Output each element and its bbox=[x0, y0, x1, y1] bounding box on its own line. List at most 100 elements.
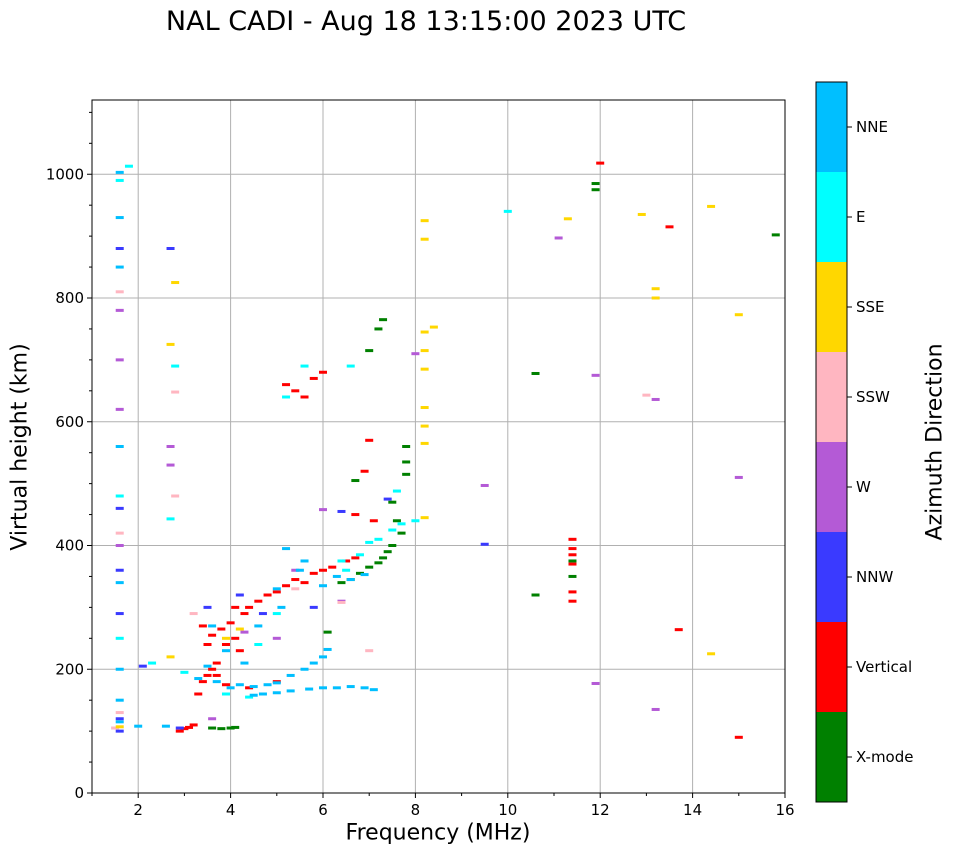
echo-point bbox=[254, 624, 263, 628]
echo-point bbox=[651, 296, 660, 300]
y-tick-label: 1000 bbox=[46, 165, 84, 183]
echo-point bbox=[115, 531, 124, 535]
echo-point bbox=[503, 209, 512, 213]
colorbar-label: Azimuth Direction bbox=[922, 343, 948, 541]
echo-point bbox=[171, 281, 180, 285]
y-tick-label: 0 bbox=[74, 784, 84, 802]
echo-point bbox=[337, 509, 346, 513]
echo-point bbox=[198, 624, 207, 628]
echo-point bbox=[115, 247, 124, 250]
echo-point bbox=[420, 406, 429, 410]
echo-point bbox=[194, 692, 203, 696]
echo-point bbox=[365, 540, 374, 544]
echo-point bbox=[388, 500, 397, 504]
echo-point bbox=[674, 628, 683, 632]
echo-point bbox=[272, 681, 281, 685]
echo-point bbox=[323, 647, 332, 651]
colorbar-frame bbox=[815, 81, 848, 803]
echo-point bbox=[300, 395, 309, 399]
echo-point bbox=[309, 376, 318, 380]
echo-point bbox=[115, 729, 124, 733]
echo-point bbox=[346, 364, 355, 368]
echo-point bbox=[374, 561, 383, 565]
echo-point bbox=[365, 349, 374, 353]
echo-point bbox=[319, 686, 327, 690]
colorbar-swatch bbox=[816, 82, 847, 172]
echo-point bbox=[374, 327, 383, 331]
echo-point bbox=[180, 727, 189, 731]
echo-point bbox=[355, 553, 364, 557]
echo-point bbox=[402, 445, 411, 448]
x-tick-label: 2 bbox=[133, 801, 143, 819]
echo-point bbox=[226, 621, 235, 625]
echo-point bbox=[115, 544, 124, 547]
echo-point bbox=[115, 506, 124, 510]
echo-point bbox=[369, 519, 378, 523]
echo-point bbox=[300, 667, 309, 671]
echo-point bbox=[185, 725, 194, 729]
echo-point bbox=[734, 313, 743, 317]
echo-point bbox=[203, 643, 212, 646]
echo-point bbox=[235, 627, 244, 631]
echo-point bbox=[194, 677, 203, 681]
echo-point bbox=[291, 568, 300, 572]
echo-point bbox=[249, 685, 258, 689]
series-sse bbox=[115, 204, 743, 729]
colorbar-tick-label: X-mode bbox=[856, 748, 913, 766]
echo-point bbox=[420, 349, 429, 353]
echo-point bbox=[115, 216, 124, 220]
echo-point bbox=[166, 517, 175, 521]
echo-point bbox=[397, 531, 406, 535]
echo-point bbox=[263, 593, 272, 597]
echo-point bbox=[235, 649, 244, 653]
echo-point bbox=[115, 445, 124, 448]
echo-point bbox=[429, 325, 438, 329]
echo-point bbox=[286, 689, 295, 693]
echo-point bbox=[568, 599, 577, 603]
echo-point bbox=[208, 667, 217, 671]
echo-point bbox=[189, 723, 198, 727]
echo-point bbox=[115, 308, 124, 312]
echo-point bbox=[342, 568, 351, 572]
echo-point bbox=[277, 605, 286, 609]
echo-point bbox=[115, 612, 124, 616]
echo-point bbox=[323, 630, 332, 634]
echo-point bbox=[240, 630, 249, 634]
series-vertical bbox=[175, 161, 743, 739]
echo-point bbox=[563, 217, 572, 221]
echo-point bbox=[235, 593, 244, 597]
echo-point bbox=[212, 680, 221, 684]
echo-point bbox=[203, 664, 212, 668]
echo-point bbox=[420, 441, 429, 445]
echo-point bbox=[175, 729, 184, 733]
echo-point bbox=[402, 460, 411, 464]
echo-point bbox=[383, 497, 392, 501]
echo-point bbox=[245, 605, 254, 609]
echo-point bbox=[231, 605, 240, 609]
echo-point bbox=[254, 643, 263, 646]
x-tick-label: 14 bbox=[683, 801, 702, 819]
echo-point bbox=[226, 726, 235, 730]
echo-point bbox=[392, 489, 401, 493]
echo-point bbox=[305, 687, 314, 691]
echo-point bbox=[332, 574, 341, 578]
echo-point bbox=[124, 164, 133, 168]
echo-point bbox=[171, 390, 180, 394]
echo-point bbox=[295, 568, 304, 572]
echo-point bbox=[402, 472, 411, 476]
echo-point bbox=[554, 236, 563, 240]
echo-point bbox=[175, 726, 184, 730]
echo-point bbox=[272, 636, 281, 640]
colorbar-swatch bbox=[816, 352, 847, 442]
echo-point bbox=[707, 204, 716, 208]
echo-point bbox=[300, 559, 309, 563]
echo-point bbox=[319, 370, 327, 374]
echo-point bbox=[249, 693, 258, 697]
echo-point bbox=[392, 519, 401, 523]
echo-point bbox=[115, 170, 124, 174]
echo-point bbox=[420, 424, 429, 428]
echo-point bbox=[115, 698, 124, 702]
echo-point bbox=[637, 212, 646, 216]
colorbar-tick-label: E bbox=[856, 208, 865, 226]
